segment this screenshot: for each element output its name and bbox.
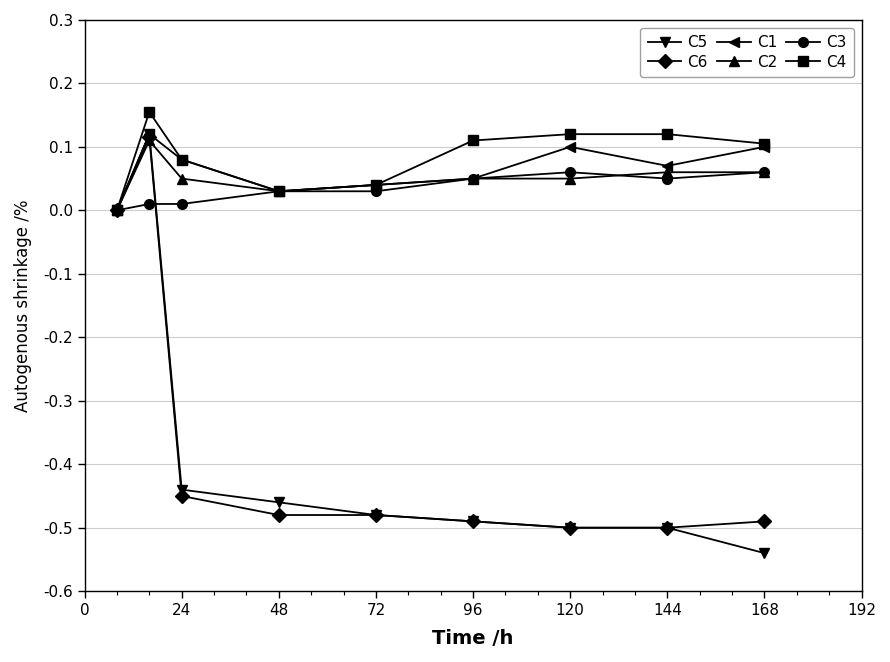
C2 <box>370 181 381 189</box>
C3 <box>144 200 155 208</box>
C4 <box>273 187 284 195</box>
C6 <box>468 518 479 526</box>
C5 <box>662 524 673 532</box>
C2 <box>565 175 576 183</box>
C3 <box>759 168 770 176</box>
C1 <box>759 143 770 151</box>
C4 <box>759 140 770 148</box>
C2 <box>468 175 479 183</box>
C1 <box>370 181 381 189</box>
C2 <box>176 175 187 183</box>
Line: C3: C3 <box>112 167 769 215</box>
C2 <box>759 168 770 176</box>
C6 <box>759 518 770 526</box>
C4 <box>370 181 381 189</box>
C4 <box>144 108 155 116</box>
C5 <box>144 130 155 138</box>
C6 <box>176 492 187 500</box>
Line: C1: C1 <box>112 129 769 215</box>
C5 <box>759 549 770 557</box>
C4 <box>662 130 673 138</box>
C2 <box>111 207 122 214</box>
C1 <box>111 207 122 214</box>
Line: C6: C6 <box>112 132 769 532</box>
C3 <box>111 207 122 214</box>
C3 <box>370 187 381 195</box>
C1 <box>176 156 187 164</box>
C5 <box>370 511 381 519</box>
C2 <box>273 187 284 195</box>
Legend: C5, C6, C1, C2, C3, C4: C5, C6, C1, C2, C3, C4 <box>640 28 854 77</box>
X-axis label: Time /h: Time /h <box>433 629 514 648</box>
C4 <box>468 136 479 144</box>
C5 <box>273 498 284 506</box>
C1 <box>565 143 576 151</box>
C6 <box>370 511 381 519</box>
C6 <box>662 524 673 532</box>
C5 <box>468 518 479 526</box>
C6 <box>273 511 284 519</box>
C3 <box>565 168 576 176</box>
C2 <box>662 168 673 176</box>
Line: C5: C5 <box>112 129 769 558</box>
C6 <box>111 207 122 214</box>
C3 <box>176 200 187 208</box>
C4 <box>565 130 576 138</box>
Y-axis label: Autogenous shrinkage /%: Autogenous shrinkage /% <box>14 199 32 412</box>
Line: C4: C4 <box>112 107 769 215</box>
C3 <box>273 187 284 195</box>
C6 <box>565 524 576 532</box>
C4 <box>111 207 122 214</box>
C5 <box>565 524 576 532</box>
C3 <box>662 175 673 183</box>
C1 <box>662 162 673 170</box>
C3 <box>468 175 479 183</box>
C1 <box>273 187 284 195</box>
C1 <box>468 175 479 183</box>
C5 <box>176 486 187 494</box>
C1 <box>144 130 155 138</box>
C6 <box>144 133 155 141</box>
C4 <box>176 156 187 164</box>
Line: C2: C2 <box>112 136 769 215</box>
C2 <box>144 136 155 144</box>
C5 <box>111 207 122 214</box>
